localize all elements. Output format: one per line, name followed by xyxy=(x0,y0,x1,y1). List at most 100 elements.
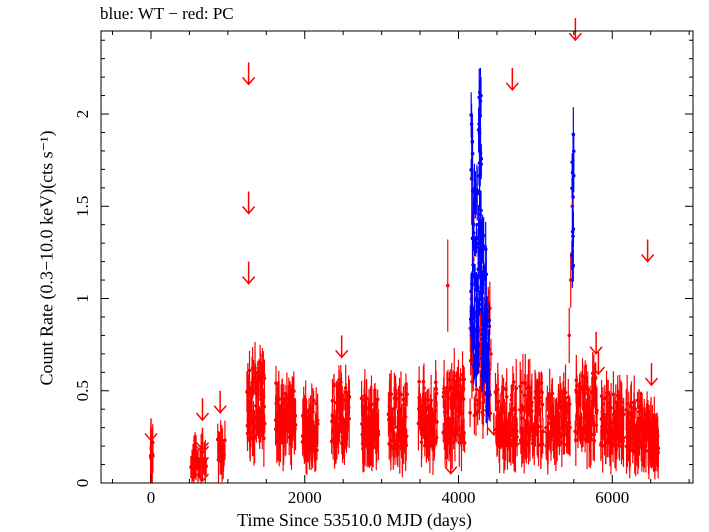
data-point xyxy=(417,379,421,384)
upper-limit-arrowhead xyxy=(195,456,210,466)
data-point xyxy=(434,391,439,396)
data-point xyxy=(462,441,467,445)
data-point xyxy=(593,376,598,380)
upper-limit-arrowhead xyxy=(195,445,210,455)
axes: 0 2000 4000 6000 0 0.5 1 1.5 2 xyxy=(73,31,693,507)
data-point xyxy=(418,404,423,408)
data-point xyxy=(489,352,493,356)
y-tick-label: 1 xyxy=(73,294,92,303)
data-point xyxy=(422,386,426,390)
data-point xyxy=(363,393,367,398)
data-point xyxy=(332,383,336,388)
data-point xyxy=(204,464,209,468)
y-tick-label: 2 xyxy=(73,110,92,119)
data-point xyxy=(523,381,528,386)
data-point xyxy=(478,99,483,103)
plot-frame xyxy=(100,30,694,484)
upper-limit-arrowhead xyxy=(195,412,210,422)
data-point xyxy=(151,454,155,458)
data-point xyxy=(479,156,484,161)
data-point xyxy=(481,244,486,248)
data-point xyxy=(633,407,637,411)
data-point xyxy=(335,423,340,428)
upper-limit-arrowhead xyxy=(582,431,596,440)
data-point xyxy=(528,434,532,438)
data-point xyxy=(520,416,524,421)
data-point xyxy=(330,398,335,403)
upper-limit-arrowhead xyxy=(242,76,256,86)
x-tick-label: 0 xyxy=(147,488,156,507)
data-point xyxy=(511,380,516,384)
data-point xyxy=(262,376,267,381)
data-point xyxy=(376,432,381,437)
data-point xyxy=(462,377,467,382)
data-point xyxy=(541,429,545,434)
data-point xyxy=(625,401,629,406)
data-point xyxy=(274,381,278,385)
data-point xyxy=(574,438,578,442)
data-point xyxy=(342,398,346,402)
data-point xyxy=(562,442,567,447)
y-tick-label: 1.5 xyxy=(73,196,92,217)
upper-limit-arrowhead xyxy=(444,466,458,475)
data-point xyxy=(611,392,616,396)
data-point xyxy=(375,397,380,402)
data-point xyxy=(442,386,446,391)
data-point xyxy=(459,440,464,445)
upper-limit-arrowhead xyxy=(242,276,256,285)
data-point xyxy=(339,380,343,385)
upper-limit-arrowhead xyxy=(641,253,655,263)
data-point xyxy=(487,389,491,394)
data-point xyxy=(395,396,399,401)
upper-limit-arrowhead xyxy=(589,346,603,355)
data-point xyxy=(292,389,296,393)
y-tick-label: 0 xyxy=(73,479,92,488)
data-point xyxy=(621,412,626,417)
data-point xyxy=(471,231,476,235)
x-tick-label: 2000 xyxy=(288,488,322,507)
data-point xyxy=(311,398,316,403)
data-point xyxy=(223,438,227,443)
data-point xyxy=(470,139,475,144)
data-point xyxy=(347,416,351,421)
data-point xyxy=(262,436,266,441)
data-point xyxy=(504,395,509,399)
data-point xyxy=(563,390,568,395)
data-point xyxy=(550,391,555,396)
chart-title: blue: WT − red: PC xyxy=(100,4,234,23)
data-point xyxy=(609,406,613,410)
data-point xyxy=(428,444,432,448)
data-point xyxy=(433,408,438,413)
data-point xyxy=(262,421,267,426)
upper-limit-arrowhead xyxy=(195,473,210,483)
y-tick-label: 0.5 xyxy=(73,380,92,401)
upper-limit-arrowhead xyxy=(551,431,566,440)
data-point xyxy=(528,386,532,390)
data-point xyxy=(589,438,593,442)
data-point xyxy=(458,377,463,382)
upper-limit-arrowhead xyxy=(335,349,349,359)
data-point xyxy=(476,343,480,348)
data-point xyxy=(656,446,661,451)
upper-limit-arrowhead xyxy=(505,82,519,92)
data-point xyxy=(568,278,573,282)
x-axis-label: Time Since 53510.0 MJD (days) xyxy=(237,510,472,530)
data-point xyxy=(262,404,267,409)
data-point xyxy=(527,437,532,442)
data-point xyxy=(277,397,281,401)
data-point xyxy=(644,448,648,453)
data-point xyxy=(479,208,483,213)
data-point xyxy=(540,442,545,447)
x-tick-label: 6000 xyxy=(595,488,629,507)
upper-limit-arrowhead xyxy=(510,438,524,448)
data-point xyxy=(389,392,394,396)
data-point xyxy=(399,392,403,397)
data-point xyxy=(472,310,477,315)
upper-limit-arrowhead xyxy=(242,206,256,215)
data-point xyxy=(568,425,572,430)
upper-limit-arrowhead xyxy=(144,432,158,442)
data-point xyxy=(404,443,409,448)
data-point xyxy=(487,318,492,322)
data-point xyxy=(514,386,519,391)
data-point xyxy=(484,272,489,277)
